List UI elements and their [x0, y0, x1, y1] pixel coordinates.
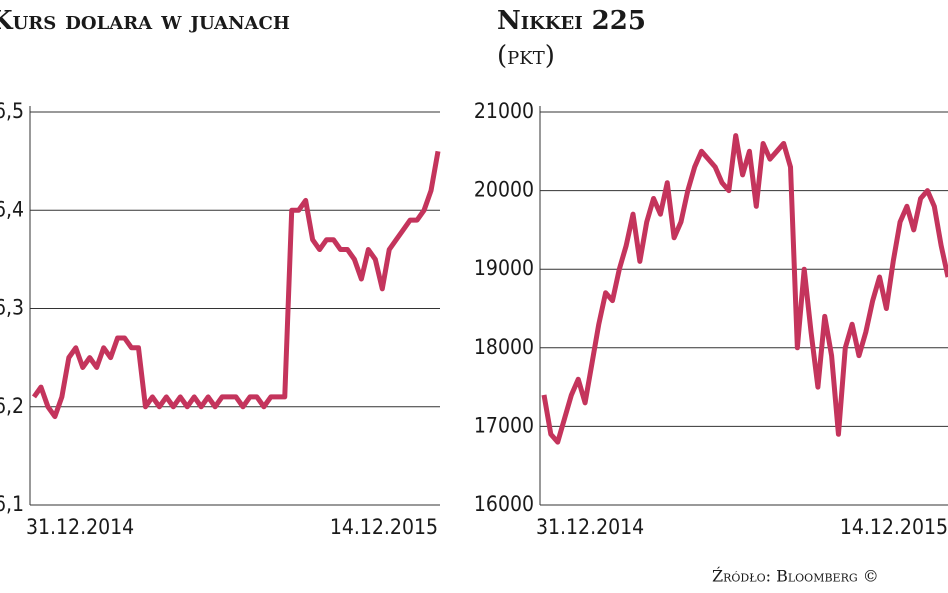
y-tick-label: 20000 [474, 178, 534, 202]
y-tick-label: 6,1 [0, 492, 24, 516]
x-tick-label: 14.12.2015 [840, 515, 948, 539]
chart-subtitle: (pkt) [497, 41, 555, 71]
chart-title: Kurs dolara w juanach [0, 6, 290, 36]
y-tick-label: 6,5 [0, 99, 24, 123]
data-line [31, 150, 441, 420]
x-tick-label: 31.12.2014 [536, 515, 644, 539]
y-tick-label: 21000 [474, 99, 534, 123]
y-tick-label: 6,2 [0, 394, 24, 418]
y-tick-label: 6,4 [0, 197, 24, 221]
y-tick-label: 18000 [474, 335, 534, 359]
data-line [541, 133, 948, 445]
x-tick-label: 31.12.2014 [26, 515, 134, 539]
y-tick-label: 19000 [474, 256, 534, 280]
y-tick-label: 17000 [474, 413, 534, 437]
x-tick-label: 14.12.2015 [330, 515, 438, 539]
chart-title: Nikkei 225 [497, 6, 646, 36]
y-tick-label: 6,3 [0, 296, 24, 320]
source: Źródło: Bloomberg © [712, 566, 879, 586]
y-tick-label: 16000 [474, 492, 534, 516]
